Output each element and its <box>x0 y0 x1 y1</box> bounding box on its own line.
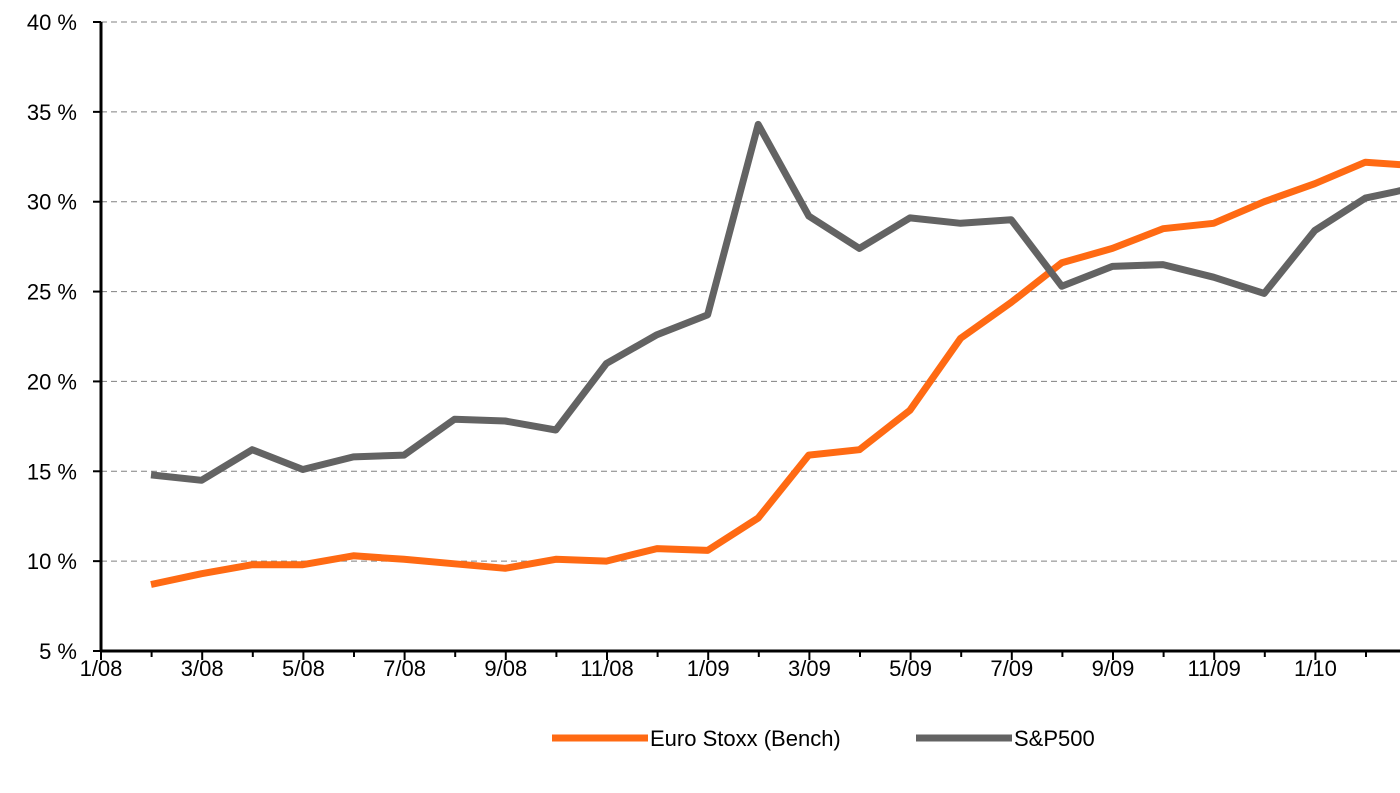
series-line-1 <box>150 120 1400 484</box>
series-lines <box>150 120 1400 588</box>
x-tick-label: 3/09 <box>788 656 831 681</box>
x-tick-label: 7/09 <box>990 656 1033 681</box>
x-tick-label: 5/09 <box>889 656 932 681</box>
grid-lines <box>101 21 1400 562</box>
y-tick-label: 5 % <box>39 639 77 664</box>
x-tick-label: 9/09 <box>1092 656 1135 681</box>
axes <box>99 22 1400 653</box>
y-tick-label: 20 % <box>27 369 77 394</box>
legend-label-1: S&P500 <box>1014 726 1095 751</box>
x-tick-label: 9/08 <box>484 656 527 681</box>
y-tick-label: 15 % <box>27 459 77 484</box>
x-tick-label: 11/09 <box>1187 656 1240 681</box>
y-tick-label: 30 % <box>27 190 77 215</box>
y-tick-label: 40 % <box>27 10 77 35</box>
x-tick-label: 1/08 <box>80 656 123 681</box>
x-tick-label: 1/09 <box>687 656 730 681</box>
x-tick-label: 7/08 <box>383 656 426 681</box>
legend-label-0: Euro Stoxx (Bench) <box>650 726 841 751</box>
series-line-0 <box>150 158 1400 588</box>
x-axis-ticks: 1/08 3/08 5/08 7/08 9/08 11/08 1/09 3/09 5/09 7/0… <box>80 651 1367 681</box>
x-tick-label: 5/08 <box>282 656 325 681</box>
y-tick-label: 35 % <box>27 100 77 125</box>
y-tick-label: 10 % <box>27 549 77 574</box>
legend: Euro Stoxx (Bench) S&P500 <box>552 726 1095 751</box>
x-tick-label: 3/08 <box>181 656 224 681</box>
x-tick-label: 1/10 <box>1294 656 1337 681</box>
y-tick-label: 25 % <box>27 280 77 305</box>
x-tick-label: 11/08 <box>580 656 633 681</box>
y-axis-ticks: 5 % 10 % 15 % 20 % 25 % 30 % 35 % 40 % <box>27 10 101 664</box>
